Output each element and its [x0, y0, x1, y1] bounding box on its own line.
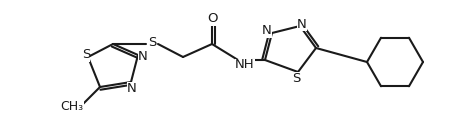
Text: NH: NH: [235, 59, 255, 72]
Text: CH₃: CH₃: [61, 100, 83, 113]
Text: N: N: [138, 49, 148, 62]
Text: N: N: [262, 25, 272, 38]
Text: S: S: [292, 72, 300, 85]
Text: O: O: [207, 12, 217, 25]
Text: S: S: [148, 36, 156, 49]
Text: S: S: [82, 49, 90, 62]
Text: N: N: [297, 18, 307, 31]
Text: N: N: [127, 81, 137, 94]
